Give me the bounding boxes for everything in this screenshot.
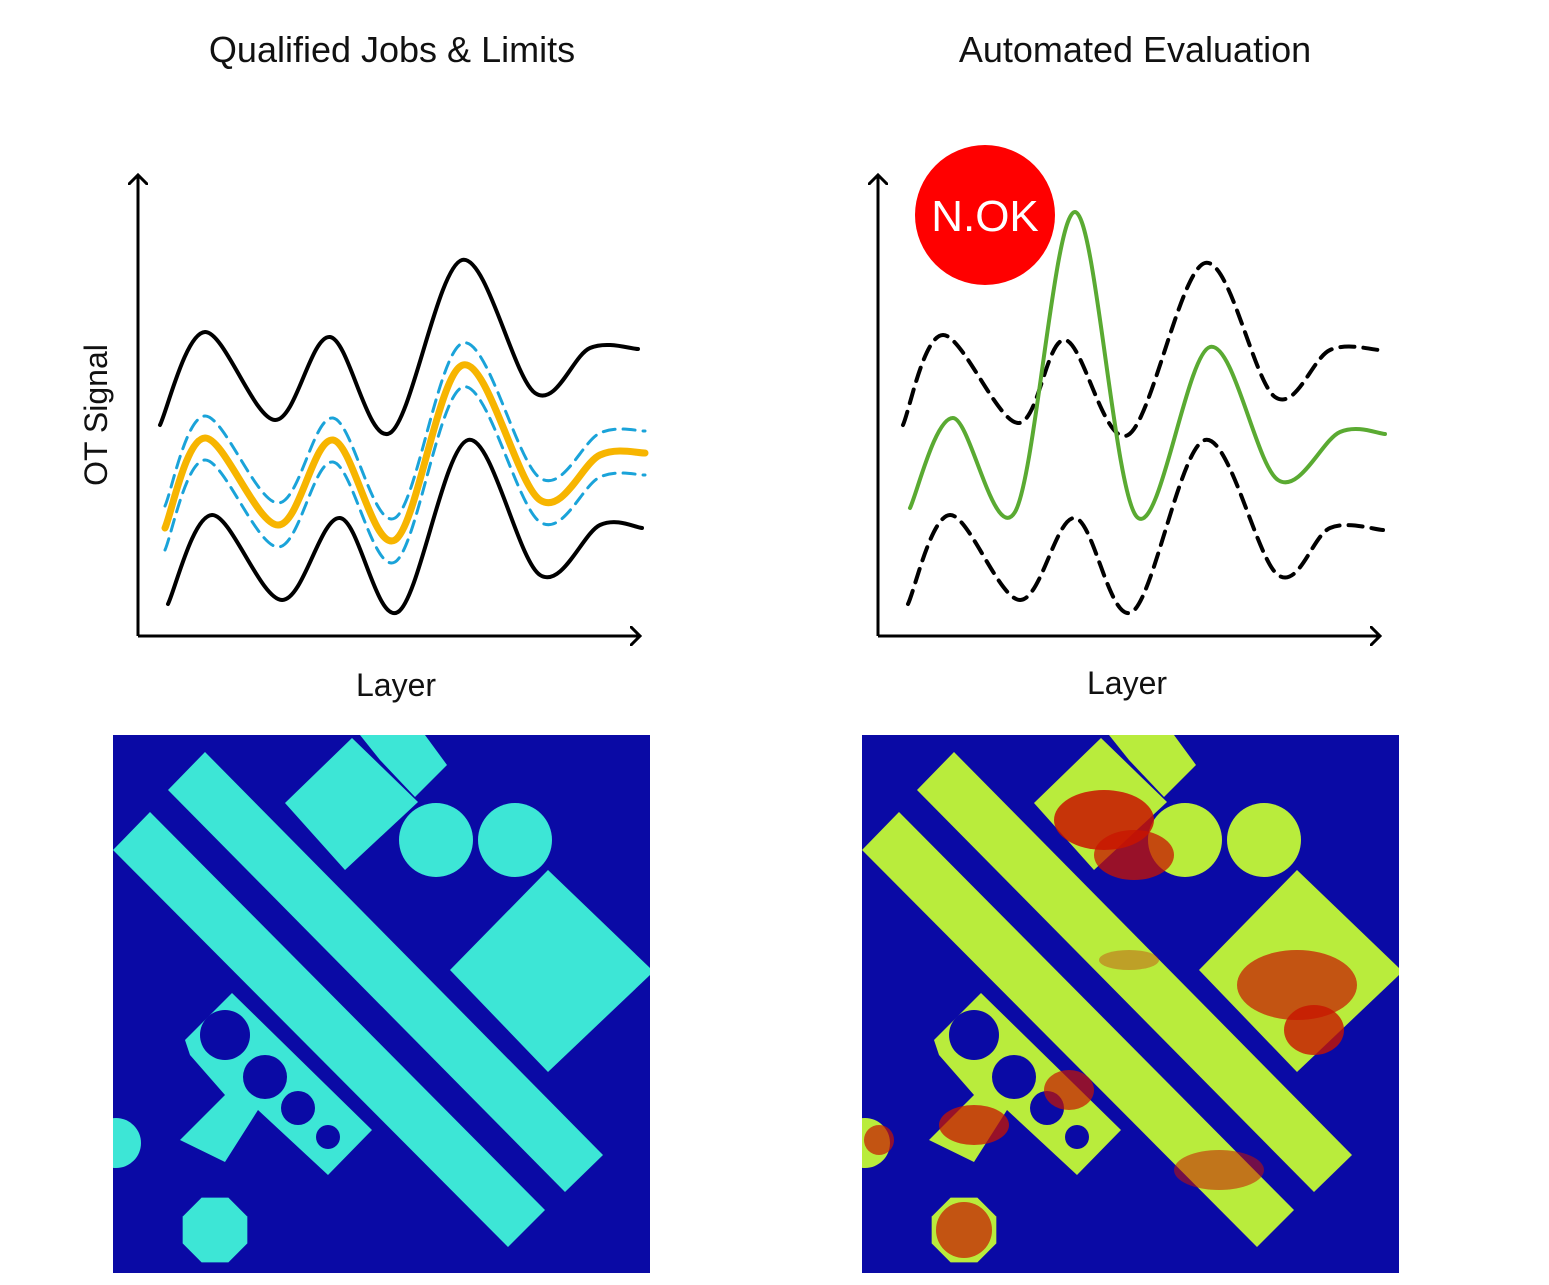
hot-spot <box>939 1105 1009 1145</box>
right-x-axis-label: Layer <box>1087 665 1167 701</box>
part-circle <box>399 803 473 877</box>
hot-spot <box>864 1125 894 1155</box>
lower-limit-line <box>166 437 644 616</box>
hole <box>200 1010 250 1060</box>
part-circle <box>1227 803 1301 877</box>
right-axes <box>878 175 1380 636</box>
part-strip-small <box>360 735 447 797</box>
hot-spot <box>1174 1150 1264 1190</box>
part-circle <box>478 803 552 877</box>
part-octagon <box>182 1197 248 1263</box>
left-curves <box>158 257 649 616</box>
hole <box>316 1125 340 1149</box>
upper-band-line <box>163 341 647 521</box>
hole <box>1065 1125 1089 1149</box>
reference-line <box>161 361 649 545</box>
upper-limit-line <box>158 257 640 436</box>
hot-spot <box>936 1202 992 1258</box>
right-curves <box>901 209 1387 616</box>
right-title: Automated Evaluation <box>959 29 1311 70</box>
part-square <box>285 738 418 870</box>
y-axis-label: OT Signal <box>78 344 114 486</box>
part-strip <box>862 812 1294 1247</box>
left-axes <box>138 175 640 636</box>
left-title: Qualified Jobs & Limits <box>209 29 575 70</box>
part-strip-small <box>1109 735 1196 797</box>
part-circle <box>113 1118 141 1168</box>
hole <box>949 1010 999 1060</box>
hole <box>243 1055 287 1099</box>
right-heatmap-image <box>862 735 1399 1273</box>
left-heatmap-image <box>113 735 650 1273</box>
left-x-axis-label: Layer <box>356 667 436 703</box>
hot-spot <box>1099 950 1159 970</box>
part-strip <box>917 752 1352 1192</box>
part-diamond <box>450 870 650 1072</box>
hole <box>281 1091 315 1125</box>
hot-spot <box>1284 1005 1344 1055</box>
hole <box>992 1055 1036 1099</box>
hot-spot <box>1094 830 1174 880</box>
lower-limit-dashed-line <box>906 437 1385 616</box>
nok-badge <box>915 145 1055 285</box>
hot-spot <box>1044 1070 1094 1110</box>
part-strip <box>168 752 603 1192</box>
upper-limit-dashed-line <box>901 260 1382 438</box>
lower-band-line <box>163 385 647 565</box>
part-strip <box>113 812 545 1247</box>
signal-line <box>908 209 1387 521</box>
nok-badge-text: N.OK <box>931 192 1039 241</box>
hot-spot <box>1237 950 1357 1020</box>
